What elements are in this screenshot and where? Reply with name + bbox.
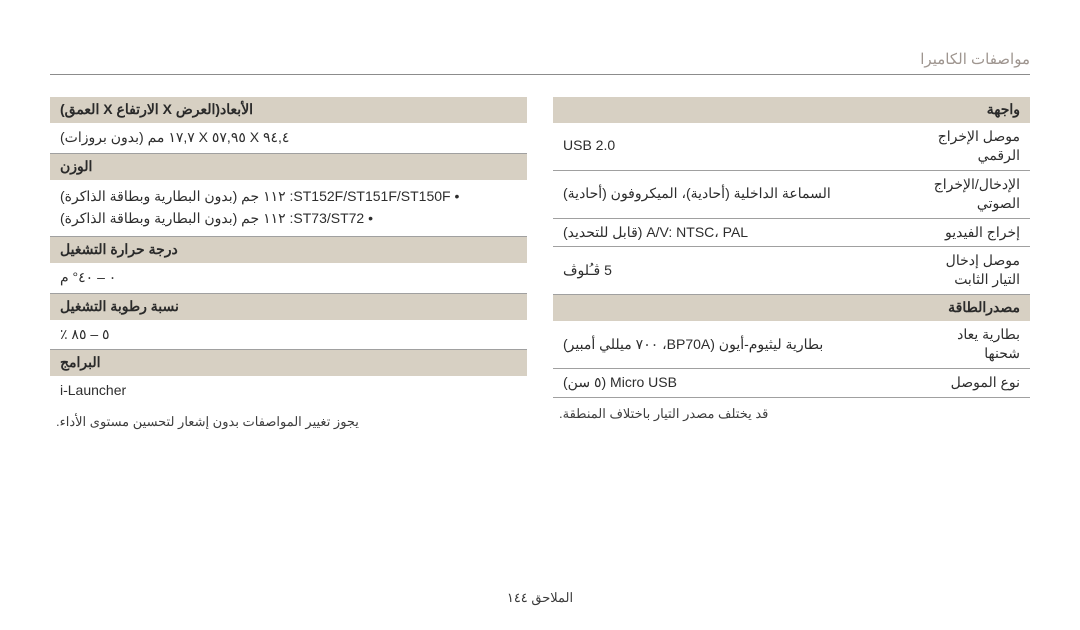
software-value: i-Launcher: [50, 376, 527, 406]
label-battery: بطارية يعاد شحنها: [920, 321, 1030, 368]
power-header: مصدرالطاقة: [553, 295, 1030, 321]
label-video: إخراج الفيديو: [920, 219, 1030, 247]
interface-header: واجهة: [553, 97, 1030, 123]
value-dcin: 5 ڤـُلوڤ: [553, 257, 920, 285]
top-divider: [50, 74, 1030, 75]
value-usb: USB 2.0: [553, 132, 920, 160]
value-audio: السماعة الداخلية (أحادية)، الميكروفون (أ…: [553, 180, 920, 208]
page-title: مواصفات الكاميرا: [50, 50, 1030, 68]
power-note: قد يختلف مصدر التيار باختلاف المنطقة.: [553, 398, 1030, 422]
columns: واجهة موصل الإخراج الرقمي USB 2.0 الإدخا…: [50, 97, 1030, 430]
weight-header: الوزن: [50, 154, 527, 180]
page-footer: الملاحق ١٤٤: [0, 590, 1080, 606]
value-conn: Micro USB (٥ سن): [553, 369, 920, 397]
col-interface: واجهة موصل الإخراج الرقمي USB 2.0 الإدخا…: [553, 97, 1030, 430]
label-conn: نوع الموصل: [920, 369, 1030, 397]
row-usb: موصل الإخراج الرقمي USB 2.0: [553, 123, 1030, 171]
temperature-header: درجة حرارة التشغيل: [50, 237, 527, 263]
temperature-value: ٠ – ٤٠° م: [50, 263, 527, 294]
software-header: البرامج: [50, 350, 527, 376]
row-video: إخراج الفيديو A/V: NTSC، PAL (قابل للتحد…: [553, 219, 1030, 248]
weight-item-1: • ST152F/ST151F/ST150F: ١١٢ جم (بدون الب…: [60, 185, 517, 207]
label-dcin: موصل إدخال التيار الثابت: [920, 247, 1030, 294]
weight-values: • ST152F/ST151F/ST150F: ١١٢ جم (بدون الب…: [50, 180, 527, 237]
value-video: A/V: NTSC، PAL (قابل للتحديد): [553, 219, 920, 247]
row-audio: الإدخال/الإخراج الصوتي السماعة الداخلية …: [553, 171, 1030, 219]
humidity-value: ٥ – ٨٥ ٪: [50, 320, 527, 351]
dimensions-header: الأبعاد(العرض X الارتفاع X العمق): [50, 97, 527, 123]
row-dcin: موصل إدخال التيار الثابت 5 ڤـُلوڤ: [553, 247, 1030, 295]
weight-item-2: • ST73/ST72: ١١٢ جم (بدون البطارية وبطاق…: [60, 207, 517, 229]
col-physical: الأبعاد(العرض X الارتفاع X العمق) ٩٤,٤ X…: [50, 97, 527, 430]
row-battery: بطارية يعاد شحنها بطارية ليثيوم-أيون (BP…: [553, 321, 1030, 369]
humidity-header: نسبة رطوبة التشغيل: [50, 294, 527, 320]
value-battery: بطارية ليثيوم-أيون (BP70A، ٧٠٠ ميللي أمب…: [553, 331, 920, 359]
row-conn: نوع الموصل Micro USB (٥ سن): [553, 369, 1030, 398]
dimensions-value: ٩٤,٤ X ٥٧,٩٥ X ١٧,٧ مم (بدون بروزات): [50, 123, 527, 154]
label-usb: موصل الإخراج الرقمي: [920, 123, 1030, 170]
software-note: يجوز تغيير المواصفات بدون إشعار لتحسين م…: [50, 406, 527, 430]
label-audio: الإدخال/الإخراج الصوتي: [920, 171, 1030, 218]
